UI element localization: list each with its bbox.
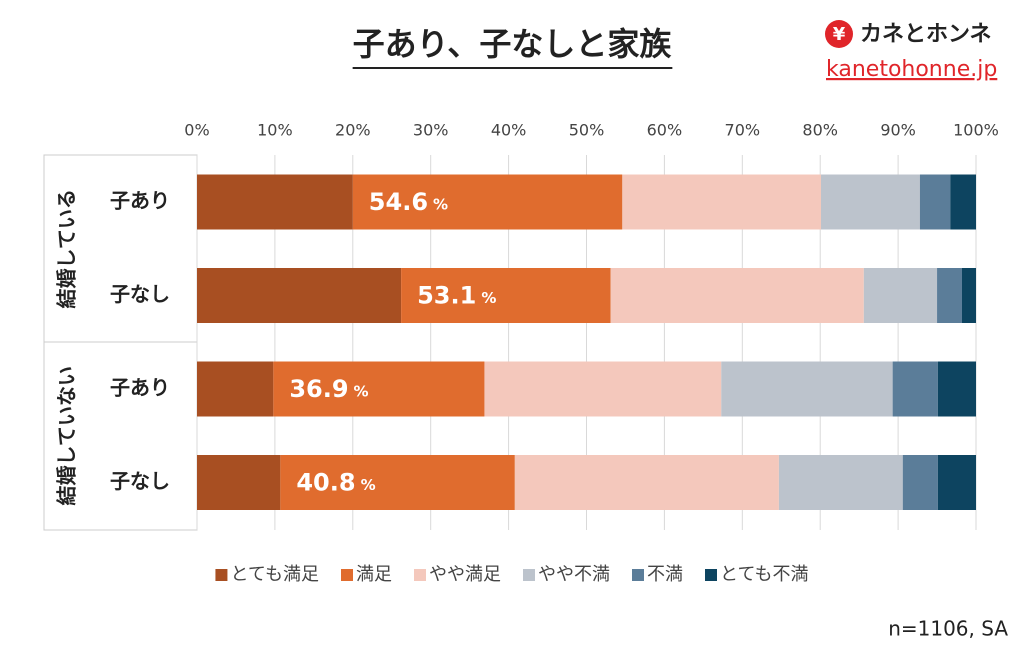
x-tick-label: 70%	[725, 121, 761, 140]
brand-symbol: ¥	[833, 24, 846, 45]
bar-segment	[820, 174, 920, 230]
bar-segment	[197, 174, 353, 230]
legend-label: とても不満	[720, 564, 809, 585]
bar-segment	[863, 268, 938, 323]
x-tick-label: 20%	[335, 121, 371, 140]
legend-item: やや不満	[523, 564, 610, 585]
category-label: 子あり	[110, 189, 170, 213]
total-unit: %	[354, 383, 369, 401]
legend-item: やや満足	[414, 564, 501, 585]
legend-label: やや不満	[538, 564, 610, 585]
bar-segment	[721, 361, 893, 417]
bar-segment	[352, 174, 623, 230]
chart-title: 子あり、子なしと家族	[353, 25, 673, 63]
legend-item: 満足	[341, 564, 392, 585]
sample-note: n=1106, SA	[888, 617, 1008, 641]
bar-segment	[610, 268, 864, 323]
x-tick-label: 10%	[257, 121, 293, 140]
legend-swatch	[215, 569, 228, 581]
legend-swatch	[341, 569, 353, 581]
category-label: 子なし	[110, 282, 170, 306]
satisfied-total: 36.9	[289, 375, 348, 403]
bar-segment	[197, 361, 274, 417]
satisfied-total: 53.1	[417, 282, 476, 310]
total-unit: %	[433, 196, 448, 214]
total-unit: %	[481, 289, 496, 307]
x-tick-label: 50%	[569, 121, 605, 140]
legend-item: とても満足	[215, 564, 319, 585]
bar-segment	[484, 361, 722, 417]
bar-segment	[961, 268, 976, 323]
x-tick-label: 0%	[184, 121, 209, 140]
bar-segment	[197, 268, 402, 323]
legend-label: 不満	[647, 564, 683, 585]
legend-label: やや満足	[429, 564, 501, 585]
legend-item: 不満	[632, 564, 683, 585]
brand-url[interactable]: kanetohonne.jp	[826, 57, 997, 82]
bar-segment	[937, 361, 976, 417]
x-tick-label: 30%	[413, 121, 449, 140]
legend-swatch	[632, 569, 644, 581]
legend-swatch	[705, 569, 717, 581]
satisfied-total: 54.6	[369, 188, 428, 216]
category-label: 子なし	[110, 469, 170, 493]
bar-segment	[937, 268, 962, 323]
bar-segment	[919, 174, 951, 230]
x-tick-label: 90%	[880, 121, 916, 140]
legend-swatch	[414, 569, 426, 581]
brand-name: カネとホンネ	[860, 22, 992, 47]
bar-segment	[514, 455, 779, 510]
bar-segment	[892, 361, 938, 417]
category-label: 子あり	[110, 376, 170, 400]
bar-segment	[937, 455, 976, 510]
bar-segment	[197, 455, 281, 510]
group-label: 結婚している	[55, 189, 79, 308]
x-tick-label: 40%	[491, 121, 527, 140]
group-label: 結婚していない	[55, 366, 79, 505]
legend-item: とても不満	[705, 564, 809, 585]
bar-segment	[401, 268, 611, 323]
total-unit: %	[361, 476, 376, 494]
bar-segment	[280, 455, 515, 510]
x-tick-label: 100%	[953, 121, 999, 140]
legend-label: 満足	[356, 564, 392, 585]
bar-segment	[778, 455, 903, 510]
satisfied-total: 40.8	[296, 469, 355, 497]
bar-segment	[273, 361, 485, 417]
bar-segment	[950, 174, 976, 230]
x-tick-label: 80%	[802, 121, 838, 140]
x-tick-label: 60%	[647, 121, 683, 140]
brand-icon	[825, 20, 853, 48]
legend-label: とても満足	[230, 564, 319, 585]
legend-swatch	[523, 569, 535, 581]
bar-segment	[902, 455, 938, 510]
bar-segment	[622, 174, 821, 230]
